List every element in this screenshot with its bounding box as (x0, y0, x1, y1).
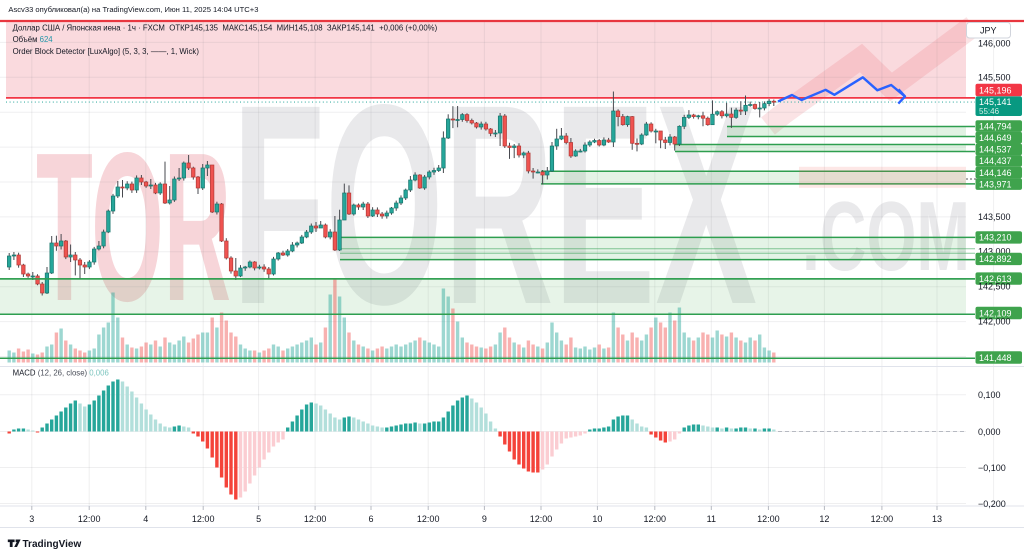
svg-text:12:00: 12:00 (644, 514, 667, 524)
svg-text:12:00: 12:00 (530, 514, 553, 524)
svg-text:144,649: 144,649 (979, 133, 1012, 143)
svg-text:5: 5 (256, 514, 261, 524)
svg-text:9: 9 (482, 514, 487, 524)
svg-text:144,794: 144,794 (979, 121, 1012, 131)
svg-text:TradingView: TradingView (23, 539, 82, 550)
svg-text:.COM: .COM (802, 181, 970, 291)
svg-text:12:00: 12:00 (78, 514, 101, 524)
svg-text:145,141: 145,141 (979, 97, 1012, 107)
svg-text:12: 12 (819, 514, 829, 524)
svg-text:146,000: 146,000 (978, 38, 1011, 48)
svg-text:12:00: 12:00 (417, 514, 440, 524)
svg-text:0,100: 0,100 (978, 390, 1001, 400)
svg-text:TOR: TOR (36, 108, 231, 345)
svg-text:JPY: JPY (980, 25, 997, 35)
svg-text:MACD (12, 26, close) 0,006: MACD (12, 26, close) 0,006 (13, 369, 109, 378)
svg-text:142,000: 142,000 (978, 317, 1011, 327)
svg-text:144,146: 144,146 (979, 168, 1012, 178)
svg-text:13: 13 (932, 514, 942, 524)
svg-text:142,892: 142,892 (979, 254, 1012, 264)
svg-text:143,971: 143,971 (979, 179, 1012, 189)
svg-text:144,437: 144,437 (979, 156, 1012, 166)
svg-text:12:00: 12:00 (757, 514, 780, 524)
svg-text:Order Block Detector [LuxAlgo]: Order Block Detector [LuxAlgo] (5, 3, 3,… (13, 47, 200, 56)
svg-text:145,196: 145,196 (979, 85, 1012, 95)
svg-text:143,000: 143,000 (978, 247, 1011, 257)
svg-text:142,500: 142,500 (978, 282, 1011, 292)
svg-text:4: 4 (143, 514, 148, 524)
svg-text:142,109: 142,109 (979, 308, 1012, 318)
svg-text:10: 10 (592, 514, 602, 524)
svg-text:12:00: 12:00 (871, 514, 894, 524)
svg-text:−0,100: −0,100 (978, 463, 1006, 473)
svg-text:12:00: 12:00 (192, 514, 215, 524)
svg-text:0,000: 0,000 (978, 427, 1001, 437)
svg-text:Объём 624: Объём 624 (13, 35, 54, 44)
svg-text:6: 6 (368, 514, 373, 524)
svg-text:Ascv33 опубликовал(а) на Tradi: Ascv33 опубликовал(а) на TradingView.com… (8, 5, 258, 14)
svg-text:145,500: 145,500 (978, 73, 1011, 83)
svg-text:11: 11 (707, 514, 716, 524)
svg-text:12:00: 12:00 (304, 514, 327, 524)
svg-text:143,500: 143,500 (978, 212, 1011, 222)
svg-text:142,613: 142,613 (979, 274, 1012, 284)
svg-text:FOREX: FOREX (232, 46, 758, 364)
svg-text:141,448: 141,448 (979, 353, 1012, 363)
svg-text:Доллар США / Японская иена · 1: Доллар США / Японская иена · 1ч · FXCM О… (13, 24, 438, 33)
svg-text:−0,200: −0,200 (978, 499, 1006, 509)
svg-text:144,537: 144,537 (979, 145, 1012, 155)
svg-text:143,210: 143,210 (979, 233, 1012, 243)
svg-text:3: 3 (29, 514, 34, 524)
svg-text:55:46: 55:46 (979, 107, 1000, 116)
